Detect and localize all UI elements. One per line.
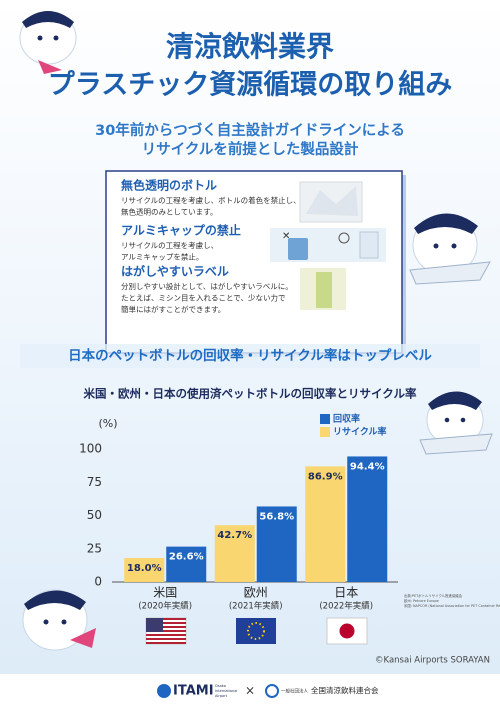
feature-list: 無色透明のボトルリサイクルの工程を考慮し、ボトルの着色を禁止し、無色透明のみとし… — [121, 178, 301, 315]
x-tick-sublabel: (2020年実績) — [138, 601, 192, 612]
legend-swatch — [320, 427, 330, 437]
feature-body: リサイクルの工程を考慮し、ボトルの着色を禁止し、 — [121, 195, 301, 205]
association-prefix: 一般社団法人 — [281, 688, 308, 695]
value-label: 86.9% — [308, 471, 343, 482]
subtitle: リサイクルを前提とした製品設計 — [142, 140, 359, 158]
legend-label: 回収率 — [333, 413, 360, 425]
feature-body: リサイクルの工程を考慮し、 — [121, 240, 218, 250]
footer — [0, 674, 500, 708]
source-note: 出典:PETボトルリサイクル推進協議会 — [404, 593, 463, 598]
itami-sub: International — [215, 689, 237, 693]
title: 清涼飲料業界 — [166, 30, 334, 63]
bar — [256, 506, 297, 582]
x-tick-sublabel: (2021年実績) — [229, 601, 283, 612]
x-icon: ✕ — [282, 231, 290, 242]
feature-heading: 無色透明のボトル — [121, 178, 217, 193]
mascot-right-top — [409, 213, 491, 285]
chart-title: 米国・欧州・日本の使用済ペットボトルの回収率とリサイクル率 — [83, 387, 417, 401]
value-label: 56.8% — [259, 511, 294, 522]
source-note: 欧州: Petcore Europe — [404, 598, 439, 603]
value-label: 26.6% — [169, 552, 204, 563]
flag-us — [145, 617, 187, 645]
source-note: 米国: NAPCOR (National Association for PET… — [404, 603, 500, 608]
value-label: 94.4% — [350, 461, 385, 472]
itami-logo-mark — [157, 684, 171, 698]
itami-sub: Airport — [215, 694, 228, 698]
chart: 米国・欧州・日本の使用済ペットボトルの回収率とリサイクル率 (%) 0 25 50 75 1… — [79, 387, 500, 612]
section-band — [20, 344, 480, 368]
cross: × — [245, 684, 255, 698]
subtitle: 30年前からつづく自主設計ガイドラインによる — [95, 121, 405, 139]
x-tick-label: 欧州 — [244, 586, 268, 600]
mascot-top-left — [19, 11, 77, 74]
y-tick-label: 0 — [94, 575, 102, 589]
feature-heading: アルミキャップの禁止 — [121, 223, 241, 238]
feature-images: ✕ — [270, 181, 386, 310]
association-logo-mark — [265, 684, 279, 698]
y-tick-label: 50 — [87, 508, 102, 522]
value-label: 42.7% — [217, 530, 252, 541]
flag-eu — [236, 618, 276, 644]
flag-jp — [326, 617, 368, 645]
feature-heading: はがしやすいラベル — [121, 264, 229, 279]
itami-sub: Osaka — [215, 684, 226, 688]
bar — [347, 456, 388, 582]
copyright: ©Kansai Airports SORAYAN — [375, 656, 490, 666]
mascot-bottom-left — [22, 589, 96, 651]
y-tick-label: 25 — [87, 541, 102, 555]
y-tick-label: 75 — [87, 475, 102, 489]
legend-label: リサイクル率 — [333, 426, 387, 438]
bar — [166, 546, 207, 582]
mascot-right-bottom — [419, 391, 493, 455]
bar — [305, 466, 346, 582]
feature-body: 無色透明のみとしています。 — [121, 207, 218, 217]
section-heading: 日本のペットボトルの回収率・リサイクル率はトップレベル — [68, 347, 432, 364]
x-tick-label: 日本 — [334, 586, 358, 600]
value-label: 18.0% — [127, 563, 162, 574]
bar — [124, 558, 165, 582]
itami-logo: ITAMI — [173, 684, 214, 699]
y-tick-label: 100 — [79, 442, 102, 456]
title: プラスチック資源循環の取り組み — [48, 69, 452, 101]
feature-body: 分別しやすい設計として、はがしやすいラベルに。 — [121, 281, 293, 291]
bar — [214, 525, 255, 582]
feature-body: たとえば、ミシン目を入れることで、少ない力で — [121, 293, 285, 303]
feature-body: アルミキャップを禁止。 — [121, 252, 203, 262]
association-name: 全国清涼飲料連合会 — [311, 685, 379, 695]
x-tick-label: 米国 — [153, 586, 177, 600]
x-tick-sublabel: (2022年実績) — [319, 601, 373, 612]
y-axis-label: (%) — [98, 417, 117, 430]
feature-body: 簡単にはがすことができます。 — [121, 304, 225, 314]
legend-swatch — [320, 414, 330, 424]
